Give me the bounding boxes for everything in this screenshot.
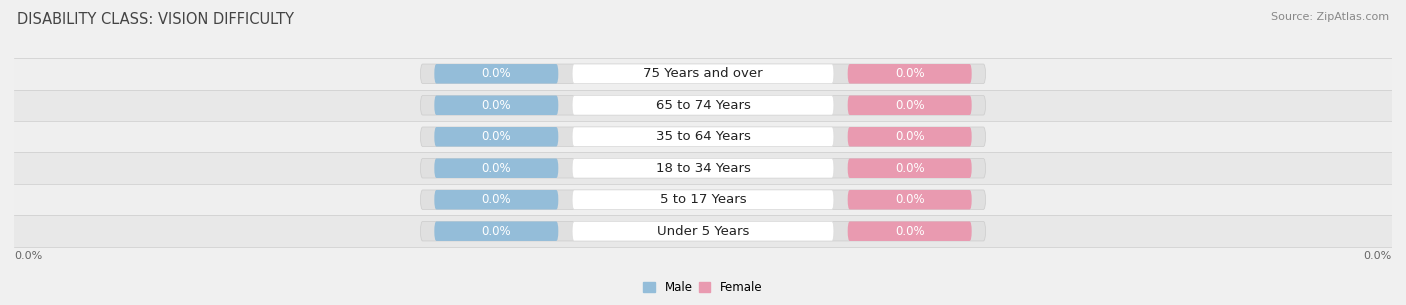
Text: 0.0%: 0.0% [481,162,512,175]
FancyBboxPatch shape [420,190,986,210]
Text: DISABILITY CLASS: VISION DIFFICULTY: DISABILITY CLASS: VISION DIFFICULTY [17,12,294,27]
Bar [14,90,1392,121]
FancyBboxPatch shape [848,221,972,241]
Text: Under 5 Years: Under 5 Years [657,225,749,238]
FancyBboxPatch shape [420,95,986,115]
FancyBboxPatch shape [572,95,834,115]
Text: 0.0%: 0.0% [894,162,925,175]
Text: 0.0%: 0.0% [481,130,512,143]
Text: 0.0%: 0.0% [1364,251,1392,261]
Legend: Male, Female: Male, Female [638,276,768,299]
Bar [14,215,1392,247]
FancyBboxPatch shape [434,190,558,210]
Text: 75 Years and over: 75 Years and over [643,67,763,80]
Bar [14,58,1392,90]
Bar [14,121,1392,152]
FancyBboxPatch shape [572,159,834,178]
FancyBboxPatch shape [434,95,558,115]
FancyBboxPatch shape [434,159,558,178]
FancyBboxPatch shape [848,190,972,210]
FancyBboxPatch shape [420,221,986,241]
Text: 0.0%: 0.0% [894,67,925,80]
FancyBboxPatch shape [848,64,972,84]
Text: 0.0%: 0.0% [481,99,512,112]
Text: Source: ZipAtlas.com: Source: ZipAtlas.com [1271,12,1389,22]
FancyBboxPatch shape [848,127,972,146]
FancyBboxPatch shape [434,127,558,146]
Text: 5 to 17 Years: 5 to 17 Years [659,193,747,206]
Bar [14,184,1392,215]
FancyBboxPatch shape [572,64,834,84]
FancyBboxPatch shape [572,190,834,210]
FancyBboxPatch shape [420,159,986,178]
Text: 18 to 34 Years: 18 to 34 Years [655,162,751,175]
FancyBboxPatch shape [848,95,972,115]
FancyBboxPatch shape [572,221,834,241]
Text: 0.0%: 0.0% [894,225,925,238]
FancyBboxPatch shape [434,221,558,241]
Bar [14,152,1392,184]
Text: 0.0%: 0.0% [894,130,925,143]
Text: 0.0%: 0.0% [481,193,512,206]
Text: 0.0%: 0.0% [481,67,512,80]
Text: 0.0%: 0.0% [481,225,512,238]
FancyBboxPatch shape [420,127,986,146]
FancyBboxPatch shape [572,127,834,146]
Text: 0.0%: 0.0% [894,193,925,206]
Text: 65 to 74 Years: 65 to 74 Years [655,99,751,112]
Text: 0.0%: 0.0% [894,99,925,112]
FancyBboxPatch shape [434,64,558,84]
FancyBboxPatch shape [420,64,986,84]
Text: 35 to 64 Years: 35 to 64 Years [655,130,751,143]
Text: 0.0%: 0.0% [14,251,42,261]
FancyBboxPatch shape [848,159,972,178]
